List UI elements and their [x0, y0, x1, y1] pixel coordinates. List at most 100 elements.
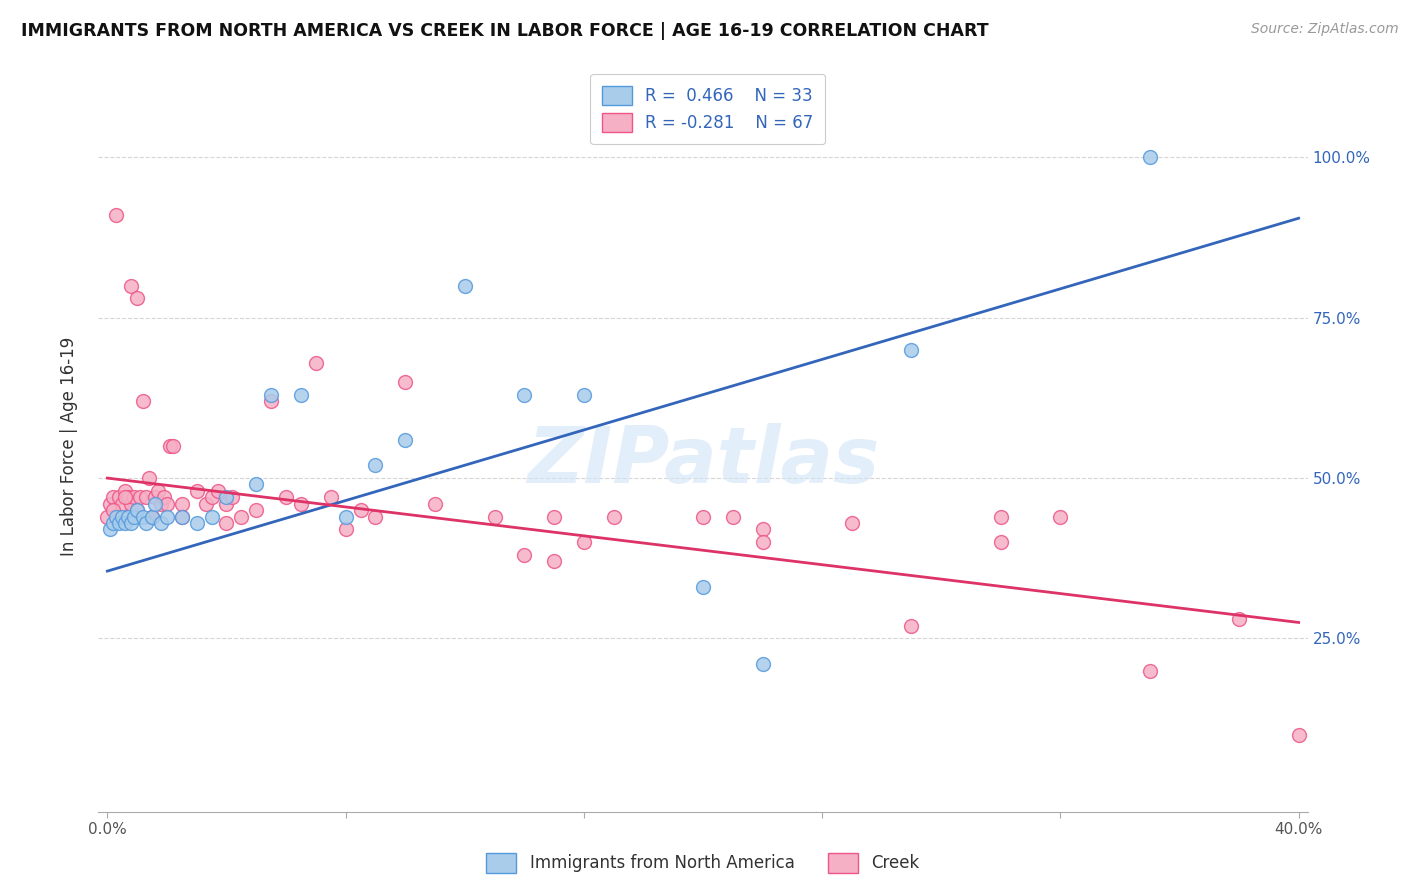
- Point: [454, 278, 477, 293]
- Point: [141, 509, 163, 524]
- Text: IMMIGRANTS FROM NORTH AMERICA VS CREEK IN LABOR FORCE | AGE 16-19 CORRELATION CH: IMMIGRANTS FROM NORTH AMERICA VS CREEK I…: [21, 22, 988, 40]
- Point: [103, 516, 125, 530]
- Point: [170, 509, 193, 524]
- Point: [990, 535, 1012, 549]
- Point: [290, 497, 312, 511]
- Point: [900, 618, 922, 632]
- Point: [141, 509, 163, 524]
- Text: Source: ZipAtlas.com: Source: ZipAtlas.com: [1251, 22, 1399, 37]
- Point: [149, 497, 172, 511]
- Point: [135, 491, 157, 505]
- Point: [170, 497, 193, 511]
- Point: [141, 509, 163, 524]
- Point: [1139, 664, 1161, 678]
- Point: [200, 509, 222, 524]
- Point: [513, 387, 536, 401]
- Point: [245, 477, 267, 491]
- Legend: Immigrants from North America, Creek: Immigrants from North America, Creek: [479, 847, 927, 880]
- Point: [841, 516, 863, 530]
- Point: [96, 509, 118, 524]
- Point: [117, 491, 139, 505]
- Point: [364, 509, 387, 524]
- Point: [364, 458, 387, 473]
- Point: [122, 509, 145, 524]
- Point: [751, 657, 773, 672]
- Point: [132, 394, 155, 409]
- Point: [143, 497, 166, 511]
- Point: [215, 491, 238, 505]
- Point: [138, 471, 160, 485]
- Point: [127, 503, 149, 517]
- Point: [186, 483, 208, 498]
- Point: [260, 394, 283, 409]
- Point: [114, 483, 136, 498]
- Point: [990, 509, 1012, 524]
- Point: [543, 554, 565, 568]
- Point: [114, 491, 136, 505]
- Point: [170, 509, 193, 524]
- Point: [394, 433, 416, 447]
- Point: [103, 503, 125, 517]
- Point: [120, 516, 142, 530]
- Point: [215, 516, 238, 530]
- Point: [156, 497, 179, 511]
- Point: [394, 375, 416, 389]
- Point: [572, 387, 595, 401]
- Point: [114, 516, 136, 530]
- Point: [513, 548, 536, 562]
- Point: [692, 580, 714, 594]
- Point: [349, 503, 371, 517]
- Point: [108, 491, 131, 505]
- Point: [132, 509, 155, 524]
- Point: [111, 497, 134, 511]
- Point: [245, 503, 267, 517]
- Point: [159, 439, 181, 453]
- Point: [103, 491, 125, 505]
- Text: ZIPatlas: ZIPatlas: [527, 423, 879, 499]
- Point: [1227, 612, 1250, 626]
- Point: [98, 523, 121, 537]
- Point: [149, 516, 172, 530]
- Point: [572, 535, 595, 549]
- Point: [129, 491, 152, 505]
- Point: [127, 503, 149, 517]
- Point: [484, 509, 506, 524]
- Point: [231, 509, 253, 524]
- Point: [274, 491, 297, 505]
- Point: [122, 491, 145, 505]
- Point: [111, 509, 134, 524]
- Point: [215, 497, 238, 511]
- Point: [423, 497, 446, 511]
- Point: [1139, 150, 1161, 164]
- Point: [135, 516, 157, 530]
- Point: [721, 509, 744, 524]
- Point: [117, 509, 139, 524]
- Point: [127, 292, 149, 306]
- Point: [290, 387, 312, 401]
- Point: [207, 483, 229, 498]
- Point: [98, 497, 121, 511]
- Point: [108, 516, 131, 530]
- Point: [120, 497, 142, 511]
- Point: [305, 355, 328, 369]
- Point: [602, 509, 624, 524]
- Point: [221, 491, 243, 505]
- Point: [751, 535, 773, 549]
- Y-axis label: In Labor Force | Age 16-19: In Labor Force | Age 16-19: [59, 336, 77, 556]
- Point: [105, 208, 128, 222]
- Point: [319, 491, 342, 505]
- Point: [162, 439, 184, 453]
- Point: [335, 523, 357, 537]
- Point: [186, 516, 208, 530]
- Point: [153, 491, 176, 505]
- Point: [146, 483, 169, 498]
- Point: [120, 278, 142, 293]
- Legend: R =  0.466    N = 33, R = -0.281    N = 67: R = 0.466 N = 33, R = -0.281 N = 67: [591, 74, 825, 145]
- Point: [1049, 509, 1071, 524]
- Point: [156, 509, 179, 524]
- Point: [105, 509, 128, 524]
- Point: [751, 523, 773, 537]
- Point: [200, 491, 222, 505]
- Point: [692, 509, 714, 524]
- Point: [335, 509, 357, 524]
